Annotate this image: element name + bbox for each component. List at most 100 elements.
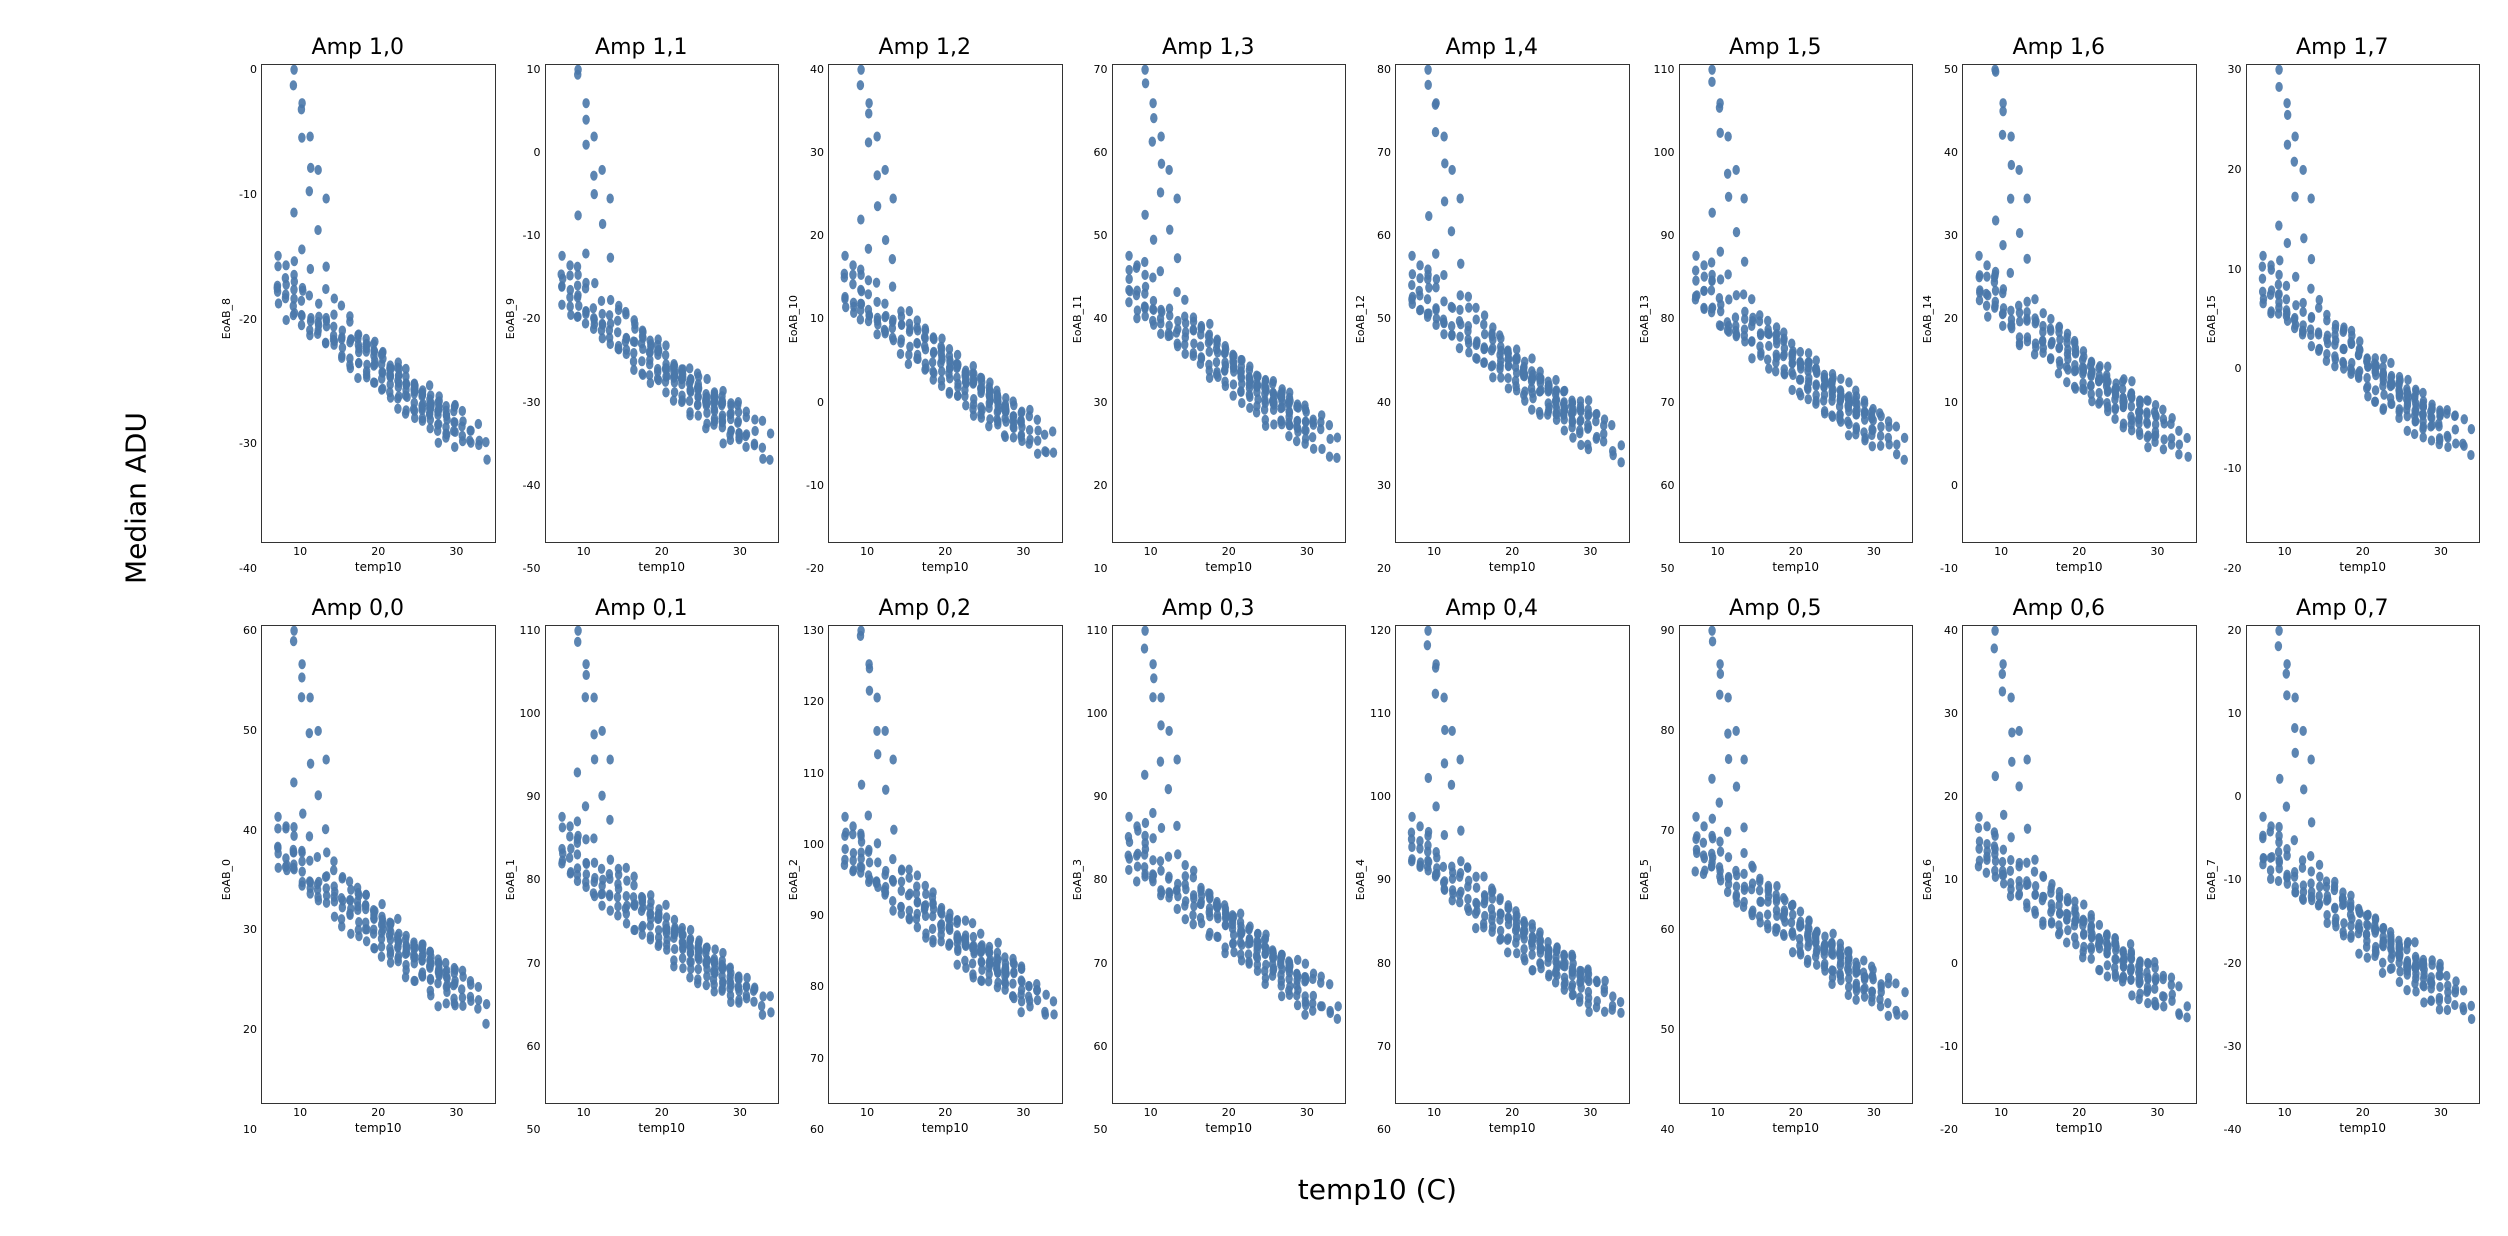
plot-area: [545, 625, 780, 1104]
subplot-ylabel: EoAB_11: [1071, 295, 1084, 343]
ytick-label: 110: [1086, 625, 1108, 636]
subplot-title: Amp 1,0: [220, 35, 496, 60]
xtick-label: 10: [1711, 545, 1725, 558]
ytick-label: 110: [1369, 708, 1391, 719]
yticks: 50403020100-10: [1936, 64, 1962, 574]
xtick-label: 30: [733, 1106, 747, 1119]
ytick-label: 90: [802, 910, 824, 921]
ytick-label: 130: [802, 625, 824, 636]
xtick-label: 10: [1427, 545, 1441, 558]
subplot-ylabel: EoAB_4: [1354, 859, 1367, 900]
scatter: [1396, 626, 1629, 1103]
xticks: 102030: [1395, 543, 1630, 560]
subplot-ylabel: EoAB_9: [504, 298, 517, 339]
plot-area: [1679, 64, 1914, 543]
subplot: Amp 1,2EoAB_10403020100-10-20102030temp1…: [787, 35, 1063, 574]
ytick-label: 60: [1086, 147, 1108, 158]
ytick-label: -20: [2220, 563, 2242, 574]
ytick-label: -40: [235, 563, 257, 574]
ytick-label: 60: [1086, 1041, 1108, 1052]
yticks: 100-10-20-30-40-50: [519, 64, 545, 574]
scatter: [1963, 65, 2196, 542]
plot-area: [1395, 64, 1630, 543]
ytick-label: -30: [2220, 1041, 2242, 1052]
subplot-title: Amp 1,5: [1638, 35, 1914, 60]
ytick-label: 20: [1936, 313, 1958, 324]
ytick-label: 0: [1936, 958, 1958, 969]
yticks: 1101009080706050: [1653, 64, 1679, 574]
yticks: 605040302010: [235, 625, 261, 1135]
subplot-title: Amp 0,7: [2205, 596, 2481, 621]
xticks: 102030: [828, 543, 1063, 560]
ytick-label: 10: [2220, 264, 2242, 275]
ytick-label: 100: [1653, 147, 1675, 158]
ytick-label: 10: [2220, 708, 2242, 719]
ytick-label: 0: [2220, 363, 2242, 374]
ytick-label: 70: [1369, 147, 1391, 158]
plot-area: [545, 64, 780, 543]
xticks: 102030: [828, 1104, 1063, 1121]
subplot-xlabel: temp10: [1112, 560, 1347, 574]
plot-area: [261, 625, 496, 1104]
scatter: [829, 626, 1062, 1103]
plot-area: [828, 64, 1063, 543]
subplot-xlabel: temp10: [545, 1121, 780, 1135]
subplot: Amp 1,6EoAB_1450403020100-10102030temp10: [1921, 35, 2197, 574]
ytick-label: 70: [519, 958, 541, 969]
xtick-label: 10: [860, 545, 874, 558]
ytick-label: 50: [1086, 230, 1108, 241]
subplot-title: Amp 0,0: [220, 596, 496, 621]
ytick-label: 60: [1653, 480, 1675, 491]
plot-area: [261, 64, 496, 543]
subplot-xlabel: temp10: [2246, 1121, 2481, 1135]
ytick-label: 50: [1369, 313, 1391, 324]
xtick-label: 20: [655, 545, 669, 558]
subplot-grid: Amp 1,0EoAB_80-10-20-30-40102030temp10Am…: [220, 35, 2480, 1135]
ytick-label: 70: [1086, 64, 1108, 75]
ytick-label: 100: [1086, 708, 1108, 719]
xtick-label: 20: [1222, 1106, 1236, 1119]
ytick-label: -40: [519, 480, 541, 491]
xtick-label: 20: [371, 545, 385, 558]
ytick-label: -50: [519, 563, 541, 574]
ytick-label: 90: [1653, 625, 1675, 636]
subplot-title: Amp 1,3: [1071, 35, 1347, 60]
subplot-xlabel: temp10: [1962, 1121, 2197, 1135]
plot-area: [1962, 64, 2197, 543]
xticks: 102030: [1962, 1104, 2197, 1121]
subplot: Amp 0,7EoAB_720100-10-20-30-40102030temp…: [2205, 596, 2481, 1135]
xtick-label: 20: [2356, 545, 2370, 558]
subplot-xlabel: temp10: [1112, 1121, 1347, 1135]
xtick-label: 10: [1994, 545, 2008, 558]
ytick-label: -20: [235, 314, 257, 325]
subplot-xlabel: temp10: [2246, 560, 2481, 574]
xtick-label: 20: [1505, 1106, 1519, 1119]
ytick-label: 80: [1653, 313, 1675, 324]
xtick-label: 10: [1994, 1106, 2008, 1119]
subplot: Amp 1,3EoAB_1170605040302010102030temp10: [1071, 35, 1347, 574]
xticks: 102030: [1112, 1104, 1347, 1121]
ytick-label: 70: [802, 1053, 824, 1064]
super-ylabel: Median ADU: [119, 412, 152, 584]
xticks: 102030: [545, 1104, 780, 1121]
yticks: 403020100-10-20: [1936, 625, 1962, 1135]
ytick-label: -20: [1936, 1124, 1958, 1135]
scatter: [262, 65, 495, 542]
subplot-ylabel: EoAB_7: [2205, 859, 2218, 900]
subplot-ylabel: EoAB_2: [787, 859, 800, 900]
xtick-label: 10: [1144, 545, 1158, 558]
subplot-ylabel: EoAB_10: [787, 295, 800, 343]
xtick-label: 10: [293, 1106, 307, 1119]
ytick-label: 10: [802, 313, 824, 324]
subplot: Amp 0,6EoAB_6403020100-10-20102030temp10: [1921, 596, 2197, 1135]
scatter: [262, 626, 495, 1103]
ytick-label: 20: [1936, 791, 1958, 802]
xtick-label: 30: [1016, 1106, 1030, 1119]
subplot: Amp 1,0EoAB_80-10-20-30-40102030temp10: [220, 35, 496, 574]
ytick-label: 0: [519, 147, 541, 158]
xtick-label: 20: [2072, 545, 2086, 558]
xtick-label: 10: [577, 1106, 591, 1119]
xticks: 102030: [2246, 543, 2481, 560]
ytick-label: 40: [1936, 625, 1958, 636]
subplot-ylabel: EoAB_3: [1071, 859, 1084, 900]
